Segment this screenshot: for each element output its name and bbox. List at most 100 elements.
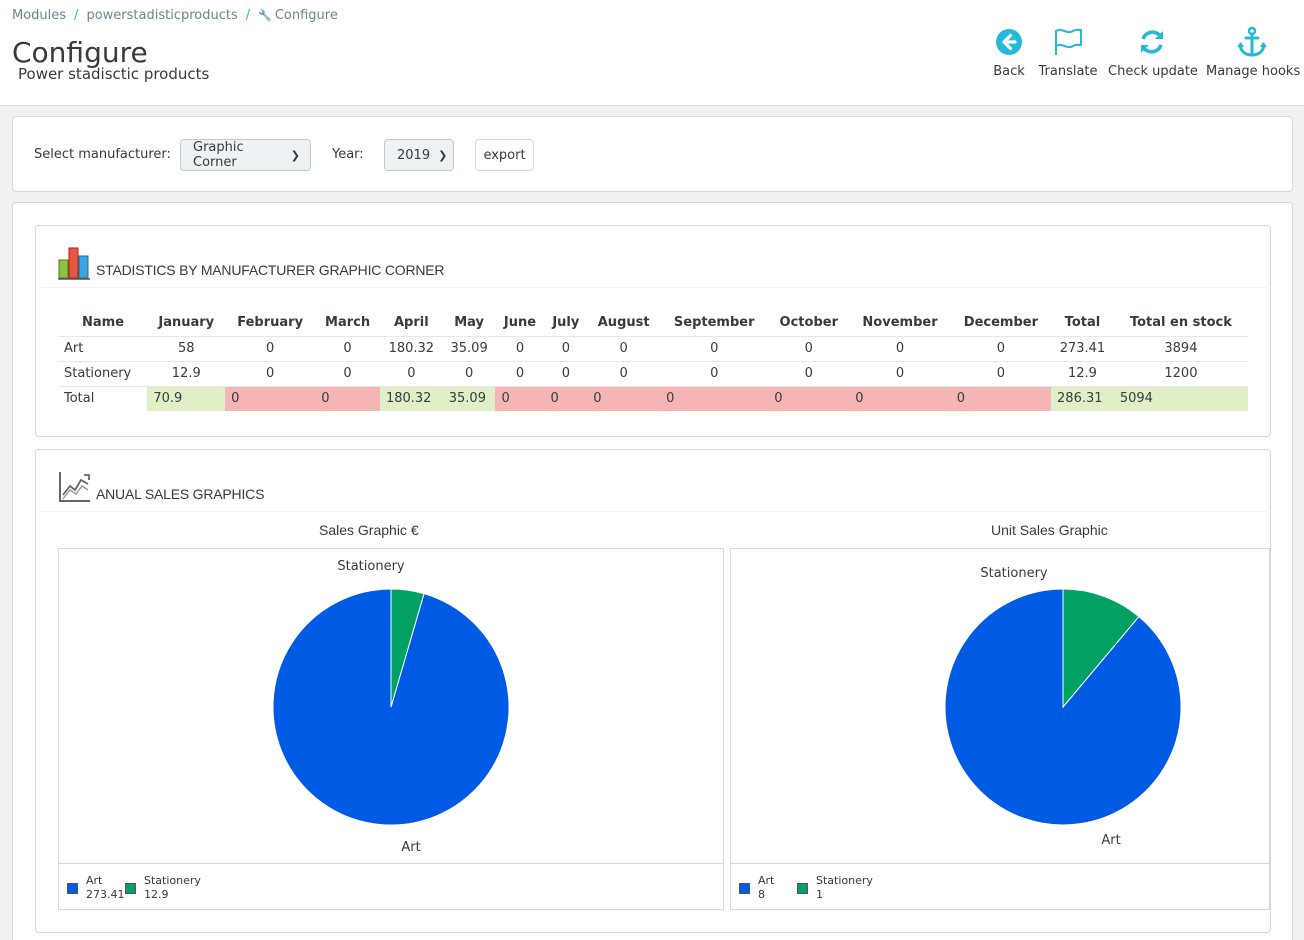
column-header: Name: [82, 315, 125, 331]
value-cell: 0: [495, 386, 545, 411]
manage-hooks-button[interactable]: Manage hooks: [1206, 24, 1300, 79]
legend-label: Stationery: [816, 874, 873, 887]
legend-swatch: [739, 883, 750, 894]
row-name-cell: Total: [64, 391, 95, 407]
manufacturer-select[interactable]: Graphic Corner ❯: [180, 139, 311, 171]
legend-label: Art: [758, 874, 775, 887]
page-subtitle: Power stadisctic products: [18, 65, 210, 83]
back-button[interactable]: Back: [991, 24, 1027, 79]
value-cell: 0: [710, 341, 719, 356]
year-select-value: 2019: [397, 147, 431, 163]
pie-label-stationery: Stationery: [980, 566, 1048, 581]
stats-panel: STADISTICS BY MANUFACTURER GRAPHIC CORNE…: [35, 225, 1271, 437]
column-header: January: [158, 315, 215, 331]
column-header: April: [393, 315, 429, 331]
value-cell: 1200: [1164, 366, 1198, 381]
anchor-icon: [1206, 24, 1298, 60]
value-cell: 58: [177, 341, 195, 356]
column-header: June: [503, 315, 537, 331]
filter-panel: Select manufacturer: Graphic Corner ❯ Yea…: [12, 116, 1293, 192]
bar-chart-icon: [58, 247, 90, 280]
check-update-button[interactable]: Check update: [1108, 24, 1198, 79]
value-cell: 0: [544, 386, 588, 411]
sales-chart-frame: Art Stationery Art 273.41 Stationery 12.9: [58, 548, 724, 910]
unit-chart-frame: Art Stationery Art 8 Stationery 1: [730, 548, 1270, 910]
sales-pie-chart: Art Stationery: [272, 559, 510, 855]
value-cell: 0: [950, 386, 1052, 411]
table-row: Stationery 12.9 0 0 0 0 0 0 0 0 0 0 0 12.9 1200: [58, 361, 1248, 386]
translate-button[interactable]: Translate: [1038, 24, 1098, 79]
manufacturer-select-value: Graphic Corner: [193, 140, 244, 170]
column-header: December: [963, 315, 1038, 331]
value-cell: 180.32: [388, 341, 435, 356]
column-header: Total: [1064, 315, 1101, 331]
row-name-cell: Stationery: [64, 366, 132, 381]
column-header: July: [552, 315, 580, 331]
value-cell: 0: [849, 386, 951, 411]
stats-table: Name January February March April May June July…: [58, 310, 1248, 411]
value-cell: 0: [266, 366, 275, 381]
value-cell: 180.32: [379, 386, 443, 411]
unit-pie-chart: Art Stationery: [944, 566, 1182, 848]
unit-chart-title: Unit Sales Graphic: [991, 522, 1108, 538]
stats-panel-heading: STADISTICS BY MANUFACTURER GRAPHIC CORNE…: [40, 226, 1266, 288]
pie-label-art: Art: [1101, 833, 1120, 848]
value-cell: 286.31: [1051, 386, 1114, 411]
pie-label-stationery: Stationery: [337, 559, 405, 574]
graphics-panel-heading: ANUAL SALES GRAPHICS: [40, 450, 1266, 512]
wrench-icon: 🔧: [258, 9, 272, 22]
manufacturer-label: Select manufacturer:: [34, 147, 171, 162]
table-row: Art 58 0 0 180.32 35.09 0 0 0 0 0 0 0 273.41 3894: [58, 336, 1248, 361]
check-update-label: Check update: [1108, 64, 1198, 79]
value-cell: 0: [996, 341, 1006, 356]
legend-value: 1: [816, 888, 823, 901]
value-cell: 0: [343, 366, 352, 381]
pie-slice-stationery[interactable]: [1062, 588, 1140, 709]
breadcrumb-module[interactable]: powerstadisticproducts: [86, 8, 238, 23]
value-cell: 0: [407, 366, 416, 381]
translate-label: Translate: [1038, 64, 1098, 79]
value-cell: 0: [660, 386, 769, 411]
table-header-row: Name January February March April May June July…: [58, 310, 1248, 336]
value-cell: 12.9: [1067, 366, 1097, 381]
column-header: October: [779, 315, 838, 331]
refresh-icon: [1108, 24, 1196, 60]
value-cell: 0: [804, 366, 813, 381]
column-header: February: [237, 315, 304, 331]
flag-icon: [1038, 24, 1098, 60]
export-button[interactable]: export: [475, 139, 534, 171]
value-cell: 0: [515, 341, 525, 356]
page-header: Modules / powerstadisticproducts / 🔧 Configur…: [0, 0, 1304, 106]
legend-swatch: [125, 883, 136, 894]
column-header: May: [454, 315, 484, 331]
breadcrumb: Modules / powerstadisticproducts / 🔧 Configur…: [12, 8, 338, 23]
sales-chart-legend: Art 273.41 Stationery 12.9: [59, 863, 723, 909]
value-cell: 0: [996, 366, 1006, 381]
value-cell: 35.09: [442, 386, 496, 411]
column-header: August: [597, 315, 650, 331]
breadcrumb-configure: Configure: [274, 8, 338, 23]
value-cell: 0: [804, 341, 813, 356]
year-select[interactable]: 2019 ❯: [384, 139, 454, 171]
value-cell: 0: [710, 366, 719, 381]
value-cell: 12.9: [171, 366, 201, 381]
column-header: Total en stock: [1129, 315, 1232, 331]
value-cell: 273.41: [1059, 341, 1106, 356]
table-body: Art 58 0 0 180.32 35.09 0 0 0 0 0 0 0 273.41 3894 Stati…: [58, 336, 1248, 411]
value-cell: 0: [315, 386, 380, 411]
value-cell: 0: [225, 386, 316, 411]
line-chart-icon: [59, 472, 90, 502]
legend-label: Stationery: [144, 874, 201, 887]
pie-slice-stationery[interactable]: [390, 588, 425, 708]
value-cell: 0: [343, 341, 352, 356]
breadcrumb-modules[interactable]: Modules: [12, 8, 67, 23]
column-header: March: [325, 315, 371, 331]
value-cell: 0: [587, 386, 661, 411]
pie-label-art: Art: [401, 840, 420, 855]
value-cell: 3894: [1164, 341, 1198, 356]
breadcrumb-separator: /: [245, 8, 251, 23]
value-cell: 5094: [1113, 386, 1248, 411]
legend-value: 8: [758, 888, 765, 901]
value-cell: 0: [515, 366, 525, 381]
value-cell: 0: [619, 366, 628, 381]
